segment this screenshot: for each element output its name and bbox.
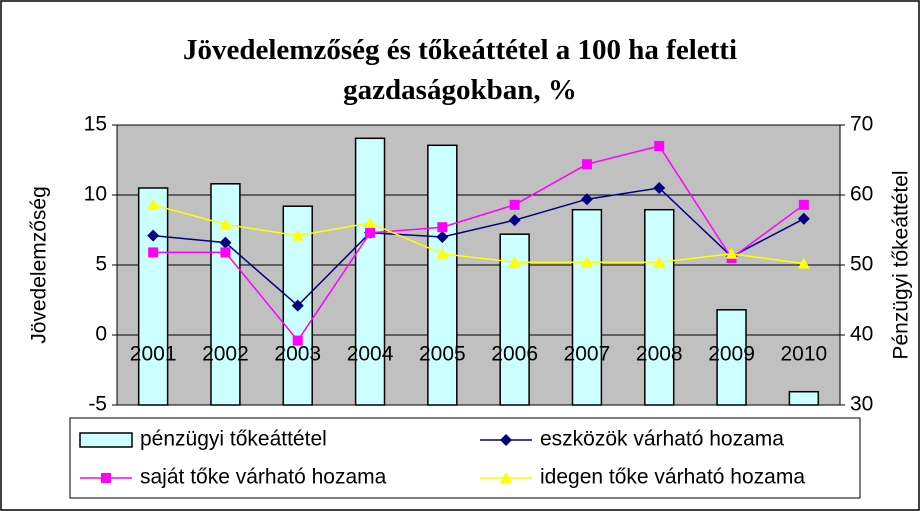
point xyxy=(654,141,665,151)
y2-axis-title: Pénzügyi tőkeáttétel xyxy=(890,170,913,359)
bar xyxy=(644,208,675,406)
legend-label: saját tőke várható hozama xyxy=(140,466,387,489)
x-tick-label: 2001 xyxy=(130,343,177,366)
point xyxy=(797,212,810,225)
point xyxy=(581,159,592,170)
point xyxy=(436,247,449,259)
point xyxy=(292,335,303,346)
x-tick-label: 2004 xyxy=(347,343,394,366)
point xyxy=(147,198,160,210)
x-tick-label: 2005 xyxy=(419,343,466,366)
y-axis-title: Jövedelemzőség xyxy=(28,186,51,344)
bar xyxy=(571,208,603,406)
y-tick-label: 15 xyxy=(84,113,107,136)
point xyxy=(798,199,809,210)
x-tick-label: 2006 xyxy=(491,343,538,366)
point xyxy=(364,217,377,228)
point xyxy=(219,236,232,249)
point xyxy=(580,256,593,268)
y-tick-label: 10 xyxy=(84,183,107,206)
point xyxy=(365,227,376,238)
legend-label: idegen tőke várható hozama xyxy=(540,466,805,489)
point xyxy=(437,222,448,233)
bar xyxy=(354,137,386,406)
point xyxy=(653,256,666,268)
point xyxy=(291,229,304,241)
point xyxy=(148,247,159,258)
line xyxy=(153,145,805,342)
x-tick-label: 2008 xyxy=(636,343,683,366)
point xyxy=(436,231,449,243)
x-tick-label: 2002 xyxy=(202,343,249,366)
legend-label: eszközök várható hozama xyxy=(540,428,784,451)
legend-marker xyxy=(101,473,111,483)
line xyxy=(153,187,805,307)
point xyxy=(508,214,521,227)
y2-tick-label: 70 xyxy=(850,113,873,136)
legend-marker xyxy=(500,472,512,483)
point xyxy=(219,218,232,230)
x-tick-label: 2003 xyxy=(274,343,321,366)
point xyxy=(580,193,593,206)
bar xyxy=(716,309,747,406)
point xyxy=(725,247,738,259)
point xyxy=(797,257,810,269)
y2-tick-label: 50 xyxy=(850,253,873,276)
point xyxy=(508,256,521,268)
y-tick-label: 5 xyxy=(95,253,107,276)
x-tick-label: 2009 xyxy=(708,343,755,366)
bar xyxy=(788,390,820,406)
legend-swatch xyxy=(79,432,133,448)
y-tick-label: -5 xyxy=(88,393,107,416)
y2-tick-label: 30 xyxy=(850,393,873,416)
line xyxy=(152,204,804,265)
point xyxy=(653,182,666,194)
x-tick-label: 2007 xyxy=(564,343,611,366)
y-tick-label: 0 xyxy=(95,323,107,346)
bar xyxy=(210,183,241,406)
point xyxy=(291,299,304,312)
chart-title: Jövedelemzőség és tőkeáttétel a 100 ha f… xyxy=(182,34,738,106)
y2-tick-label: 60 xyxy=(850,183,873,206)
bar xyxy=(427,144,458,406)
x-tick-label: 2010 xyxy=(780,343,827,366)
legend-marker xyxy=(500,434,512,446)
legend-label: pénzügyi tőkeáttétel xyxy=(140,428,327,451)
bar xyxy=(137,187,169,406)
point xyxy=(147,229,160,242)
legend-box xyxy=(69,417,861,499)
y2-tick-label: 40 xyxy=(850,323,873,346)
point xyxy=(220,247,231,258)
point xyxy=(509,199,520,210)
